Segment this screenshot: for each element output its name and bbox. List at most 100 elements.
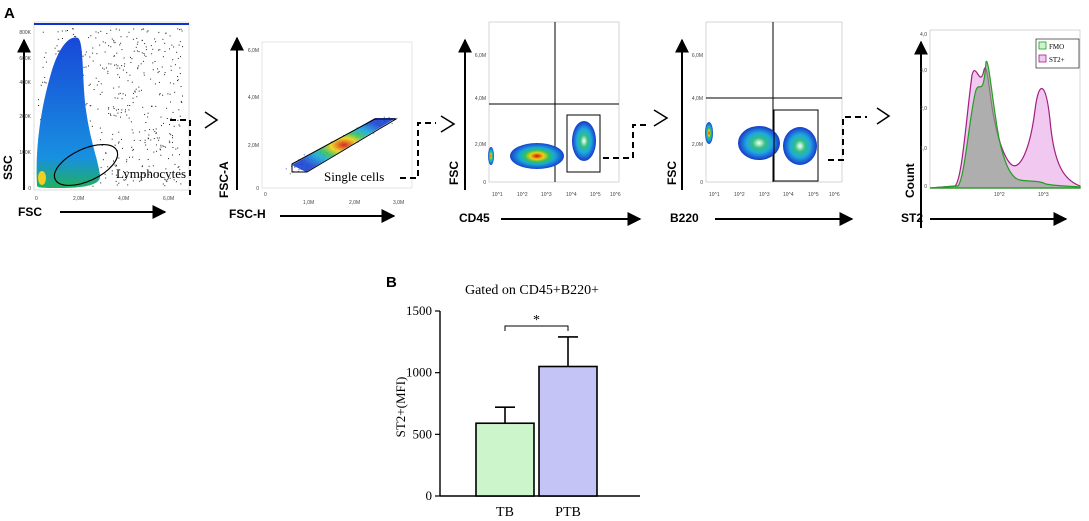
fmo-histogram-fill bbox=[929, 60, 1081, 189]
gate-arrow bbox=[204, 111, 219, 129]
plot-b220-fsc: FSC B220 10^1 10^2 10^3 10^4 10^5 10^6 0… bbox=[665, 21, 891, 226]
y-tick: 2,0 bbox=[920, 106, 927, 112]
y-axis-title: ST2+(MFI) bbox=[393, 377, 408, 438]
y-tick: 800K bbox=[19, 30, 31, 36]
x-tick: 10^3 bbox=[759, 192, 770, 198]
x-tick: 1,0M bbox=[303, 200, 314, 206]
y-tick-labels: 0 2,0M 4,0M 6,0M bbox=[692, 53, 703, 186]
x-tick: 10^3 bbox=[541, 192, 552, 198]
x-tick-labels: 0 2,0M 4,0M 6,0M bbox=[35, 196, 174, 202]
y-tick: 600K bbox=[19, 56, 31, 62]
x-tick: 0 bbox=[35, 196, 38, 202]
lymphocyte-gate bbox=[53, 143, 119, 187]
y-tick: 400K bbox=[19, 80, 31, 86]
x-tick: 3,0M bbox=[393, 200, 404, 206]
single-cell-gate bbox=[291, 118, 398, 173]
y-tick-labels: 0 100K 200K 400K 600K 800K bbox=[19, 30, 31, 192]
gate-arrow bbox=[876, 107, 891, 125]
y-tick: 0 bbox=[256, 186, 259, 192]
y-tick: 4,0 bbox=[920, 32, 927, 38]
panel-b-label: B bbox=[386, 274, 397, 291]
b220-gate bbox=[773, 109, 819, 182]
y-axis-label: FSC-A bbox=[217, 161, 231, 198]
y-tick-labels: 0 2,0M 4,0M 6,0M bbox=[248, 48, 259, 192]
x-tick: 2,0M bbox=[349, 200, 360, 206]
b220-neg-population bbox=[738, 126, 780, 160]
x-tick: 0 bbox=[264, 192, 267, 198]
x-axis-label: CD45 bbox=[459, 211, 490, 225]
y-axis-label: FSC bbox=[665, 161, 679, 185]
x-tick: 10^2 bbox=[517, 192, 528, 198]
x-tick: 10^6 bbox=[829, 192, 840, 198]
y-tick: 6,0M bbox=[475, 53, 486, 59]
significance-marker: * bbox=[533, 313, 540, 328]
x-tick: 10^3 bbox=[1038, 192, 1049, 198]
cd45-gate bbox=[566, 114, 601, 173]
cd45-pos-population bbox=[572, 121, 596, 161]
y-axis-label: FSC bbox=[447, 161, 461, 185]
significance-bracket bbox=[504, 325, 569, 331]
legend-fmo: FMO bbox=[1049, 43, 1064, 51]
x-tick-labels: 0 1,0M 2,0M 3,0M bbox=[264, 192, 404, 206]
b220-pos-population bbox=[783, 127, 817, 165]
x-tick: 10^2 bbox=[734, 192, 745, 198]
legend: FMO ST2+ bbox=[1035, 38, 1080, 69]
y-tick: 0 bbox=[28, 186, 31, 192]
y-tick-labels: 0 2,0M 4,0M 6,0M bbox=[475, 53, 486, 186]
x-tick: 2,0M bbox=[73, 196, 84, 202]
y-tick: 4,0M bbox=[248, 95, 259, 101]
x-axis-label: ST2 bbox=[901, 211, 923, 225]
x-category-label: PTB bbox=[555, 505, 581, 520]
x-tick: 10^1 bbox=[709, 192, 720, 198]
panel-a-label: A bbox=[4, 5, 15, 22]
y-tick: 0 bbox=[483, 180, 486, 186]
x-axis-label: B220 bbox=[670, 211, 699, 225]
x-tick: 10^4 bbox=[566, 192, 577, 198]
y-tick: 4,0M bbox=[475, 96, 486, 102]
x-tick: 10^2 bbox=[994, 192, 1005, 198]
y-tick: 2,0M bbox=[692, 142, 703, 148]
x-tick: 10^6 bbox=[610, 192, 621, 198]
bar-ptb bbox=[538, 365, 598, 497]
plot-fsc-ssc: Lymphocytes SSC FSC 0 2,0M 4,0M 6,0M 0 1… bbox=[1, 21, 219, 219]
x-tick-labels: 10^2 10^3 bbox=[994, 192, 1049, 198]
y-axis-label: Count bbox=[903, 163, 917, 198]
bars: TB PTB * bbox=[475, 313, 598, 520]
y-axis-label: SSC bbox=[1, 155, 15, 180]
chart-title: Gated on CD45+B220+ bbox=[465, 283, 599, 298]
x-tick: 10^5 bbox=[808, 192, 819, 198]
gate-label-lymphocytes: Lymphocytes bbox=[116, 166, 186, 181]
y-tick: 6,0M bbox=[692, 53, 703, 59]
x-tick-labels: 10^1 10^2 10^3 10^4 10^5 10^6 bbox=[492, 192, 621, 198]
y-tick-label: 1000 bbox=[406, 365, 432, 380]
x-axis-label: FSC-H bbox=[229, 207, 266, 221]
y-tick: 6,0M bbox=[248, 48, 259, 54]
y-tick: 1,0 bbox=[920, 146, 927, 152]
y-tick: 0 bbox=[924, 184, 927, 190]
x-category-label: TB bbox=[496, 505, 514, 520]
y-tick: 2,0M bbox=[248, 143, 259, 149]
y-tick: 100K bbox=[19, 150, 31, 156]
x-tick-labels: 10^1 10^2 10^3 10^4 10^5 10^6 bbox=[709, 192, 840, 198]
gate-arrow bbox=[440, 115, 456, 133]
x-tick: 10^4 bbox=[783, 192, 794, 198]
plot-fsch-fsca: Single cells FSC-A FSC-H 0 1,0M 2,0M 3,0… bbox=[217, 36, 456, 223]
bar-chart: B Gated on CD45+B220+ ST2+(MFI) 0 500 1000… bbox=[386, 274, 640, 520]
y-tick: 3,0 bbox=[920, 68, 927, 74]
y-tick: 2,0M bbox=[475, 142, 486, 148]
gate-arrow bbox=[653, 109, 669, 127]
x-tick: 10^5 bbox=[590, 192, 601, 198]
population-density bbox=[36, 37, 101, 189]
x-tick: 4,0M bbox=[118, 196, 129, 202]
plot-cd45-fsc: FSC CD45 10^1 10^2 10^3 10^4 10^5 10^6 0… bbox=[447, 21, 669, 226]
bar-tb bbox=[475, 422, 535, 497]
legend-swatch bbox=[1038, 41, 1047, 50]
cd45-neg-population bbox=[510, 143, 564, 169]
gate-label-single-cells: Single cells bbox=[324, 169, 384, 184]
y-tick-label: 1500 bbox=[406, 303, 432, 318]
y-tick-label: 0 bbox=[426, 488, 433, 503]
y-tick-labels: 0 1,0 2,0 3,0 4,0 bbox=[920, 32, 927, 190]
x-axis-label: FSC bbox=[18, 205, 42, 219]
legend-st2: ST2+ bbox=[1049, 56, 1065, 64]
